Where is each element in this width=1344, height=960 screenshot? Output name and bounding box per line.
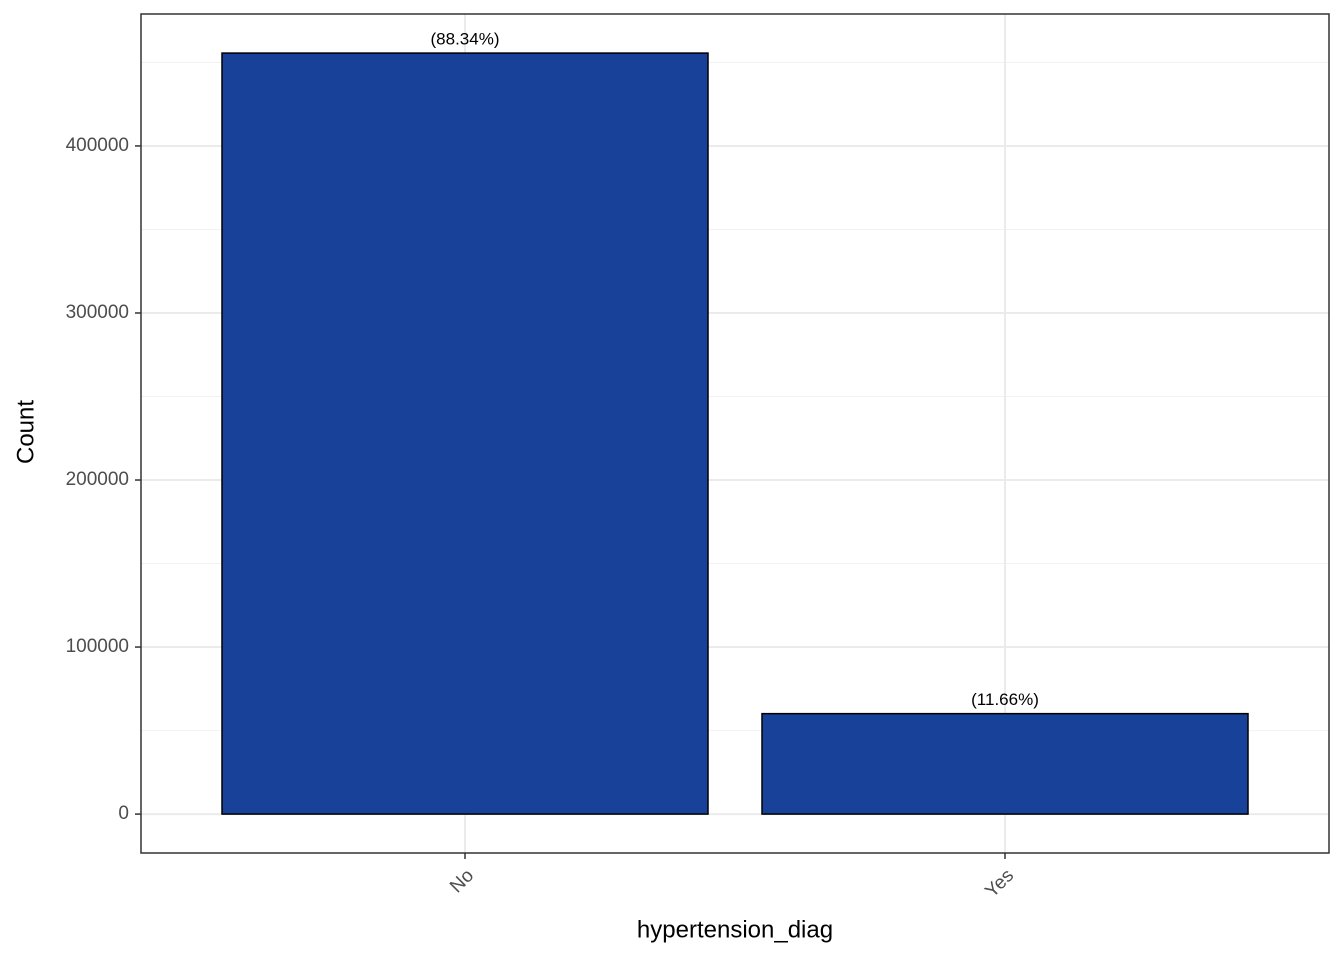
y-tick-label: 200000 (66, 469, 129, 490)
bar (221, 52, 709, 815)
x-tick-label: Yes (981, 865, 1018, 902)
y-tick-label: 0 (118, 803, 129, 824)
panel-border (140, 13, 1330, 854)
x-axis-title: hypertension_diag (637, 916, 833, 943)
bar-label: (11.66%) (971, 690, 1039, 709)
y-axis-title: Count (12, 400, 39, 464)
y-tick-label: 300000 (66, 302, 129, 323)
x-tick-label: No (446, 865, 478, 897)
bar-label: (88.34%) (431, 30, 500, 49)
y-tick-label: 400000 (66, 135, 129, 156)
y-tick-label: 100000 (66, 636, 129, 657)
bar (761, 712, 1249, 815)
